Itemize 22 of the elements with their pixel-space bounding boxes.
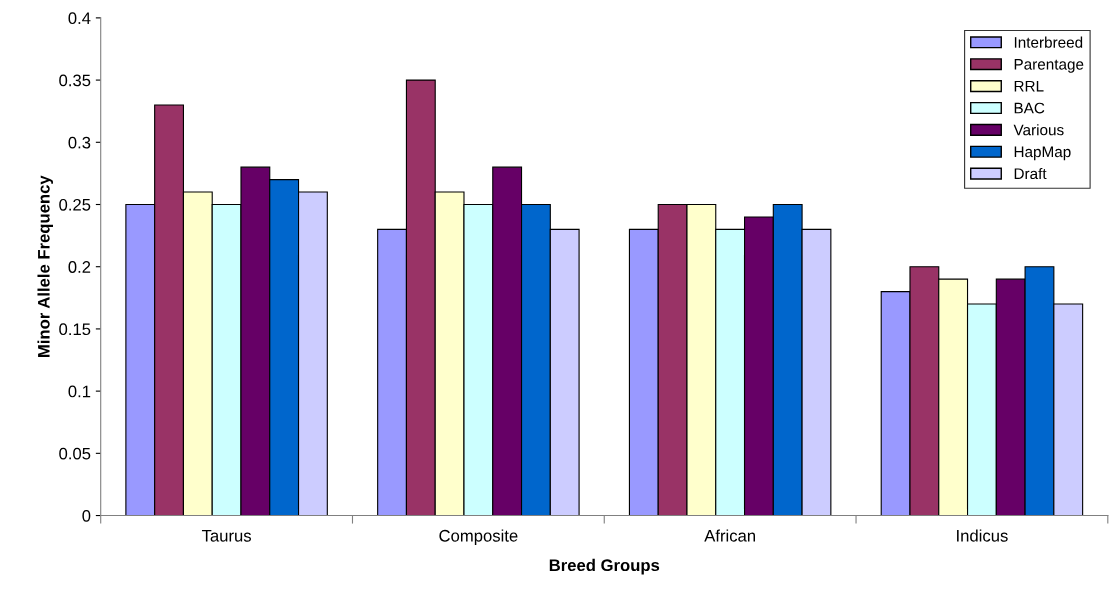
y-tick-label: 0.3 — [68, 136, 91, 149]
legend-label: Various — [1013, 124, 1064, 136]
legend-label: BAC — [1014, 102, 1045, 114]
legend-label: HapMap — [1014, 146, 1071, 161]
y-tick-label: 0.1 — [68, 385, 91, 398]
legend-label: Draft — [1014, 167, 1047, 180]
y-tick-label: 0.4 — [68, 12, 91, 25]
x-tick-label: African — [704, 529, 755, 542]
y-tick-label: 0.25 — [59, 198, 91, 211]
x-tick-label: Indicus — [957, 529, 1008, 542]
x-axis-title: Breed Groups — [549, 558, 660, 575]
legend-label: Parentage — [1014, 59, 1084, 73]
y-axis-title: Minor Allele Frequency — [37, 175, 53, 357]
y-tick-label: 0.05 — [59, 447, 91, 460]
y-tick-label: 0.35 — [59, 74, 91, 87]
y-tick-label: 0.2 — [68, 261, 91, 273]
legend-label: RRL — [1014, 80, 1044, 92]
y-tick-label: 0.15 — [59, 323, 91, 336]
y-tick-label: 0 — [82, 509, 91, 522]
x-tick-label: Taurus — [201, 530, 252, 542]
x-tick-label: Composite — [439, 529, 518, 545]
legend-label: Interbreed — [1014, 36, 1083, 48]
